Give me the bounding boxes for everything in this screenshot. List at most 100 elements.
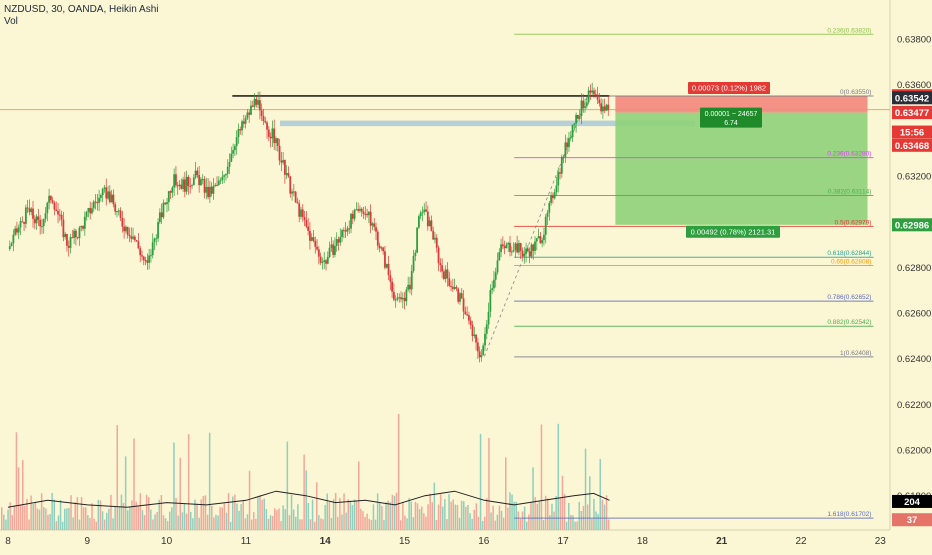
candle — [503, 246, 506, 249]
candle — [46, 202, 49, 214]
volume-bar — [544, 495, 547, 530]
volume-bar — [488, 437, 490, 530]
supply-zone[interactable] — [279, 120, 695, 127]
candle — [157, 222, 159, 239]
volume-bar — [242, 500, 244, 530]
volume-bar — [234, 494, 236, 530]
volume-bar — [408, 497, 410, 530]
volume-bar — [133, 438, 135, 530]
volume-bar — [68, 507, 70, 530]
candle — [348, 228, 351, 230]
candle — [108, 191, 111, 203]
volume-bar — [166, 521, 169, 530]
volume-bar — [192, 518, 194, 530]
candle — [99, 195, 102, 198]
candle — [330, 244, 333, 248]
candle — [155, 238, 158, 240]
candle — [280, 160, 283, 163]
candle — [342, 230, 345, 232]
volume-bar — [17, 467, 20, 530]
volume-bar — [570, 514, 572, 530]
volume-bar — [547, 498, 549, 530]
volume-bar — [454, 504, 457, 530]
volume-bar — [95, 521, 97, 530]
volume-bar — [173, 442, 175, 530]
candle — [300, 209, 302, 217]
volume-bar — [460, 500, 463, 530]
candle — [414, 252, 417, 257]
candle — [534, 241, 536, 251]
candle — [16, 228, 18, 233]
candle — [201, 179, 204, 181]
volume-bar — [316, 482, 318, 530]
candle — [91, 208, 93, 214]
volume-bar — [297, 504, 299, 530]
volume-bar — [406, 518, 408, 530]
candle — [10, 243, 13, 247]
candle — [267, 129, 270, 137]
candle — [553, 192, 556, 199]
candle — [439, 263, 442, 266]
candle — [35, 216, 38, 224]
candle — [133, 236, 136, 241]
candle — [292, 191, 295, 193]
price-axis-label: 15:56 — [900, 128, 924, 139]
candle — [480, 355, 483, 358]
candle — [321, 261, 324, 263]
volume-bar — [139, 493, 142, 530]
volume-bar — [156, 512, 158, 530]
volume-bar — [345, 512, 347, 530]
volume-bar — [500, 510, 503, 530]
chart-header: NZDUSD, 30, OANDA, Heikin Ashi Vol — [4, 4, 159, 28]
candle — [89, 207, 92, 214]
price-label-bg — [892, 494, 932, 508]
fib-level-label: 1.618(0.61702) — [827, 511, 871, 518]
candle — [568, 138, 570, 148]
candle — [239, 129, 242, 131]
candle — [353, 209, 356, 219]
candle — [125, 226, 127, 232]
candle — [139, 248, 142, 256]
volume-bar — [486, 498, 488, 530]
candle — [67, 245, 70, 248]
volume-bar — [221, 507, 223, 530]
candle — [598, 99, 601, 104]
candle — [350, 213, 352, 229]
volume-bar — [507, 507, 509, 530]
stop-loss-zone[interactable] — [615, 95, 868, 113]
candle — [426, 211, 429, 227]
volume-bar — [158, 499, 160, 530]
candle — [493, 279, 495, 289]
candle — [373, 223, 376, 228]
volume-bar — [49, 513, 51, 530]
candle — [203, 179, 206, 193]
volume-bar — [290, 494, 293, 530]
candle — [250, 105, 252, 115]
volume-bar — [511, 494, 513, 530]
candle — [510, 251, 513, 253]
volume-bar — [519, 518, 522, 530]
volume-bar — [538, 501, 541, 530]
volume-bar — [330, 518, 333, 530]
volume-bar — [421, 506, 423, 530]
candle — [241, 121, 243, 131]
take-profit-zone[interactable] — [615, 112, 868, 225]
candle — [607, 104, 610, 111]
volume-bar — [112, 518, 114, 530]
volume-bar — [593, 498, 595, 530]
volume-bar — [19, 505, 22, 530]
volume-bar — [318, 515, 320, 530]
volume-bar — [528, 514, 530, 530]
volume-bar — [257, 497, 259, 530]
candle — [117, 210, 120, 212]
volume-bar — [91, 503, 93, 530]
candle — [41, 226, 43, 228]
candle — [26, 207, 29, 209]
price-axis-label: 37 — [907, 515, 918, 526]
candle — [341, 230, 343, 237]
candle — [187, 176, 190, 187]
fib-level-label: 0(0.63550) — [840, 89, 871, 96]
volume-bar — [5, 519, 7, 530]
